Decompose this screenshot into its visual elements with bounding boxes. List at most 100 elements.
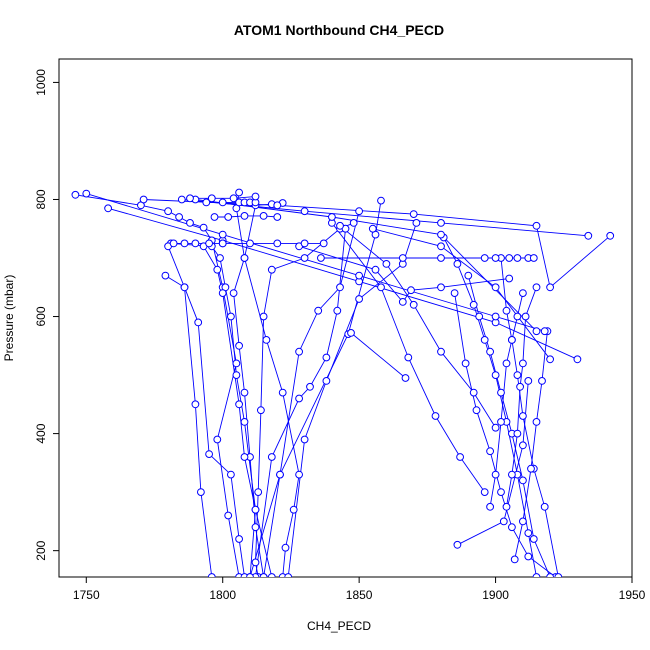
x-axis: 1750 1800 1850 1900 1950: [73, 577, 646, 602]
data-point: [205, 239, 214, 248]
series-line-15: [467, 275, 551, 577]
data-point: [461, 359, 470, 368]
data-point: [240, 388, 249, 397]
data-point: [273, 201, 282, 210]
data-point: [377, 196, 385, 205]
data-point: [180, 283, 189, 292]
data-point: [227, 470, 235, 479]
data-point: [355, 295, 364, 303]
data-point: [139, 195, 148, 204]
data-point: [453, 540, 462, 549]
data-point: [355, 271, 364, 280]
data-point: [521, 312, 530, 321]
data-point: [540, 502, 549, 511]
data-point: [469, 300, 478, 309]
data-point: [524, 552, 533, 561]
data-point: [322, 377, 331, 385]
data-point: [281, 543, 290, 552]
data-point: [232, 359, 241, 368]
data-point: [240, 453, 249, 461]
data-point: [480, 254, 489, 262]
y-axis: 200 400 600 800 1000: [34, 69, 59, 561]
data-point: [529, 254, 538, 262]
series-line-30: [372, 228, 551, 360]
data-point: [502, 502, 511, 511]
data-point: [491, 423, 500, 432]
data-point: [218, 239, 227, 248]
data-point: [508, 336, 516, 344]
series-line-28: [195, 199, 537, 332]
x-tick-label: 1950: [619, 588, 646, 602]
data-point: [235, 341, 244, 350]
data-point: [382, 260, 391, 268]
data-point: [519, 517, 527, 526]
data-point: [491, 283, 500, 292]
series-line-13: [454, 293, 556, 577]
data-point: [368, 224, 377, 233]
data-point: [295, 470, 304, 479]
y-tick-label: 800: [34, 189, 48, 209]
data-point: [486, 502, 495, 511]
data-point: [491, 470, 500, 479]
data-point: [546, 355, 554, 364]
data-point: [229, 289, 238, 298]
data-point: [328, 213, 336, 221]
data-point: [295, 394, 304, 403]
data-point: [407, 286, 415, 295]
data-point: [519, 412, 527, 420]
data-point: [437, 254, 445, 262]
series-line-14: [443, 237, 537, 577]
x-tick-label: 1800: [209, 588, 236, 602]
data-point: [453, 260, 462, 268]
data-point: [213, 435, 222, 444]
data-point: [409, 210, 418, 219]
data-point: [480, 488, 489, 497]
data-point: [300, 435, 309, 444]
data-point: [437, 347, 445, 356]
data-point: [319, 239, 328, 248]
data-point: [584, 231, 593, 240]
data-point: [456, 453, 465, 461]
data-point: [513, 429, 522, 438]
data-point: [259, 573, 268, 577]
data-point: [347, 329, 355, 337]
data-point: [254, 488, 263, 497]
data-point: [224, 213, 233, 221]
series-line-2: [170, 242, 256, 577]
series-line-8: [165, 275, 245, 577]
marker-layer: [71, 188, 615, 577]
data-point: [546, 283, 554, 292]
data-point: [197, 488, 205, 497]
data-point: [431, 412, 440, 420]
data-point: [412, 219, 421, 227]
data-point: [207, 194, 216, 203]
data-point: [519, 359, 527, 368]
data-point: [546, 573, 554, 577]
data-point: [186, 219, 194, 227]
data-point: [491, 371, 500, 380]
data-point: [371, 265, 380, 274]
series-line-17: [457, 380, 529, 546]
data-point: [235, 188, 244, 197]
data-point: [502, 306, 511, 315]
data-point: [505, 274, 514, 283]
data-point: [486, 447, 495, 456]
data-point: [472, 406, 481, 415]
data-point: [251, 505, 260, 514]
data-point: [257, 406, 265, 415]
y-tick-label: 400: [34, 423, 48, 443]
data-point: [437, 283, 445, 292]
data-point: [336, 221, 344, 230]
data-point: [259, 212, 268, 220]
y-tick-label: 600: [34, 306, 48, 326]
data-point: [573, 355, 582, 364]
data-point: [401, 374, 410, 382]
data-point: [409, 300, 418, 309]
x-tick-label: 1900: [482, 588, 509, 602]
plot-frame: [58, 58, 633, 578]
data-point: [235, 400, 244, 409]
data-point: [505, 254, 514, 262]
data-point: [508, 523, 516, 532]
data-point: [491, 254, 500, 262]
data-point: [267, 453, 276, 461]
